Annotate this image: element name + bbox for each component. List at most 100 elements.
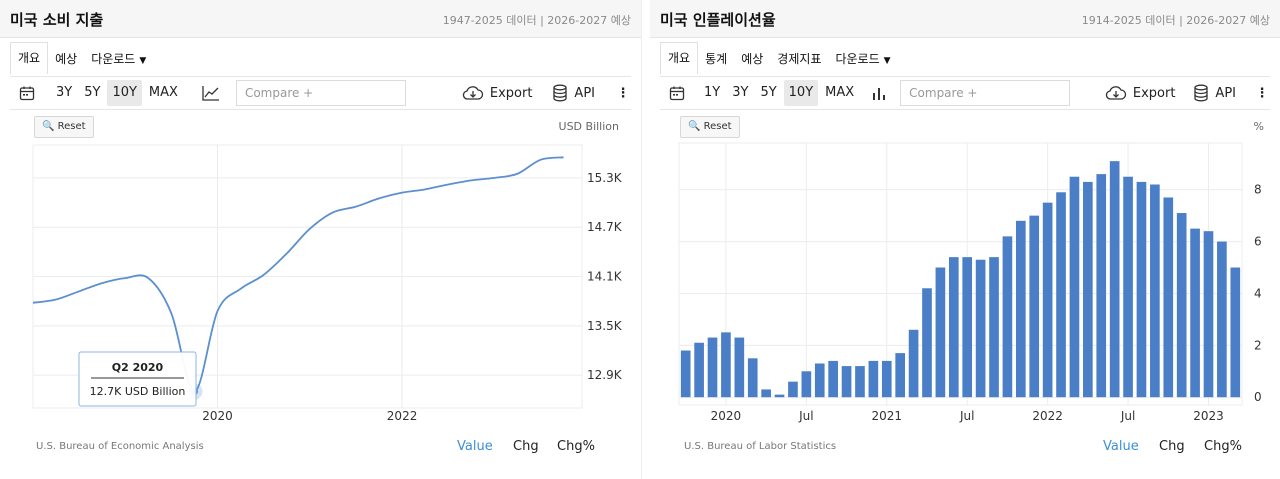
tab-forecast[interactable]: 예상 bbox=[741, 52, 764, 66]
bar bbox=[814, 363, 825, 398]
y-tick-label: 6 bbox=[1254, 235, 1262, 249]
data-source: U.S. Bureau of Labor Statistics bbox=[684, 441, 837, 452]
panel-title: 미국 인플레이션율 bbox=[660, 11, 776, 29]
compare-input[interactable]: Compare + bbox=[235, 80, 406, 106]
y-tick-label: 8 bbox=[1254, 183, 1262, 197]
y-tick-label: 14.7K bbox=[587, 220, 623, 234]
export-label: Export bbox=[1132, 85, 1176, 101]
bar bbox=[1056, 192, 1066, 398]
range-10y[interactable]: 10Y bbox=[783, 80, 819, 106]
bar bbox=[801, 371, 812, 398]
tab-forecast[interactable]: 예상 bbox=[55, 52, 78, 66]
database-icon bbox=[553, 84, 568, 102]
bar bbox=[975, 259, 986, 398]
bar bbox=[908, 329, 919, 398]
api-button[interactable]: API bbox=[1187, 80, 1242, 106]
bar bbox=[1217, 241, 1227, 398]
chart-toolbar: 1Y 3Y 5Y 10Y MAX Compare + Export API ⋮ bbox=[660, 76, 1270, 110]
bar bbox=[1109, 161, 1120, 398]
range-max[interactable]: MAX bbox=[148, 85, 178, 100]
range-3y[interactable]: 3Y bbox=[56, 85, 73, 100]
bar bbox=[1190, 228, 1200, 398]
bar bbox=[895, 353, 906, 398]
range-1y[interactable]: 1Y bbox=[704, 85, 721, 100]
export-button[interactable]: Export bbox=[1099, 80, 1182, 106]
bar bbox=[881, 360, 892, 398]
tab-bar: 개요 통계 예상 경제지표 다운로드 ▼ bbox=[660, 40, 898, 74]
range-max[interactable]: MAX bbox=[825, 85, 855, 100]
bar bbox=[922, 288, 932, 398]
bar bbox=[680, 350, 691, 398]
range-10y[interactable]: 10Y bbox=[107, 80, 142, 106]
bar bbox=[694, 342, 704, 398]
reset-zoom-button[interactable]: 🔍 Reset bbox=[34, 116, 94, 138]
bar bbox=[1042, 202, 1053, 398]
more-options-icon[interactable]: ⋮ bbox=[1255, 85, 1269, 101]
y-tick-label: 14.1K bbox=[587, 270, 623, 284]
tab-bar: 개요 예상 다운로드 ▼ bbox=[10, 40, 153, 74]
tab-indicators[interactable]: 경제지표 bbox=[777, 52, 822, 66]
line-chart-icon[interactable] bbox=[198, 81, 224, 105]
export-label: Export bbox=[489, 85, 533, 101]
y-tick-label: 2 bbox=[1254, 338, 1262, 352]
tab-overview[interactable]: 개요 bbox=[10, 42, 49, 74]
bar bbox=[935, 267, 946, 398]
panel-title: 미국 소비 지출 bbox=[10, 11, 104, 29]
range-5y[interactable]: 5Y bbox=[84, 85, 101, 100]
bar-chart-icon[interactable] bbox=[866, 81, 892, 105]
caret-down-icon: ▼ bbox=[139, 56, 147, 66]
tooltip-title: Q2 2020 bbox=[112, 361, 164, 374]
range-3y[interactable]: 3Y bbox=[732, 85, 749, 100]
bar bbox=[1176, 213, 1187, 398]
mode-value[interactable]: Value bbox=[457, 439, 493, 454]
inflation-rate-chart: 0 2 4 6 8 2020 Jul 2021 Jul 2022 Jul 2023 bbox=[678, 142, 1262, 423]
consumer-spending-chart: 12.9K 13.5K 14.1K 14.7K 15.3K 2020 2022 Q2 2020… bbox=[32, 144, 623, 423]
unit-label: USD Billion bbox=[558, 120, 619, 133]
mode-chg-percent[interactable]: Chg% bbox=[1204, 439, 1242, 454]
bar bbox=[855, 366, 865, 398]
x-tick-label: Jul bbox=[959, 409, 974, 423]
x-tick-label: 2020 bbox=[711, 409, 742, 423]
bar bbox=[989, 257, 999, 398]
reset-zoom-button[interactable]: 🔍 Reset bbox=[680, 116, 740, 138]
tab-overview[interactable]: 개요 bbox=[660, 42, 699, 74]
bar bbox=[1136, 181, 1147, 398]
y-tick-label: 4 bbox=[1254, 286, 1262, 300]
api-label: API bbox=[574, 85, 595, 101]
mode-value[interactable]: Value bbox=[1103, 439, 1139, 454]
x-tick-label: Jul bbox=[1120, 409, 1135, 423]
tab-download[interactable]: 다운로드 ▼ bbox=[84, 44, 153, 74]
tooltip-value: 12.7K USD Billion bbox=[90, 385, 186, 398]
bar bbox=[828, 360, 838, 398]
bar bbox=[1015, 220, 1026, 398]
x-tick-label: 2022 bbox=[387, 409, 418, 423]
inflation-rate-panel: 미국 인플레이션율 1914-2025 데이터 | 2026-2027 예상 개… bbox=[650, 0, 1280, 479]
y-tick-label: 0 bbox=[1254, 390, 1262, 404]
export-button[interactable]: Export bbox=[456, 80, 539, 106]
reset-label: Reset bbox=[57, 121, 86, 132]
compare-input[interactable]: Compare + bbox=[900, 80, 1071, 106]
mode-chg[interactable]: Chg bbox=[1159, 439, 1185, 454]
more-options-icon[interactable]: ⋮ bbox=[616, 85, 630, 101]
calendar-icon[interactable] bbox=[664, 81, 690, 105]
bar bbox=[1096, 174, 1107, 398]
series-line bbox=[32, 156, 564, 393]
panel-header: 미국 인플레이션율 1914-2025 데이터 | 2026-2027 예상 bbox=[650, 0, 1280, 38]
y-tick-label: 12.9K bbox=[587, 368, 623, 382]
range-5y[interactable]: 5Y bbox=[760, 85, 777, 100]
y-tick-label: 13.5K bbox=[587, 319, 623, 333]
calendar-icon[interactable] bbox=[14, 81, 40, 105]
bar bbox=[747, 358, 758, 398]
bar bbox=[1123, 176, 1133, 398]
tab-statistics[interactable]: 통계 bbox=[705, 52, 728, 66]
api-button[interactable]: API bbox=[546, 80, 601, 106]
tab-download-label: 다운로드 bbox=[835, 52, 880, 66]
data-source: U.S. Bureau of Economic Analysis bbox=[36, 441, 204, 452]
bar bbox=[1083, 181, 1093, 398]
mode-chg-percent[interactable]: Chg% bbox=[557, 439, 595, 454]
panel-subtitle: 1914-2025 데이터 | 2026-2027 예상 bbox=[1081, 14, 1270, 27]
chart-toolbar: 3Y 5Y 10Y MAX Compare + Export API ⋮ bbox=[10, 76, 631, 110]
tab-download[interactable]: 다운로드 ▼ bbox=[828, 44, 897, 74]
bar bbox=[761, 389, 771, 398]
mode-chg[interactable]: Chg bbox=[513, 439, 539, 454]
